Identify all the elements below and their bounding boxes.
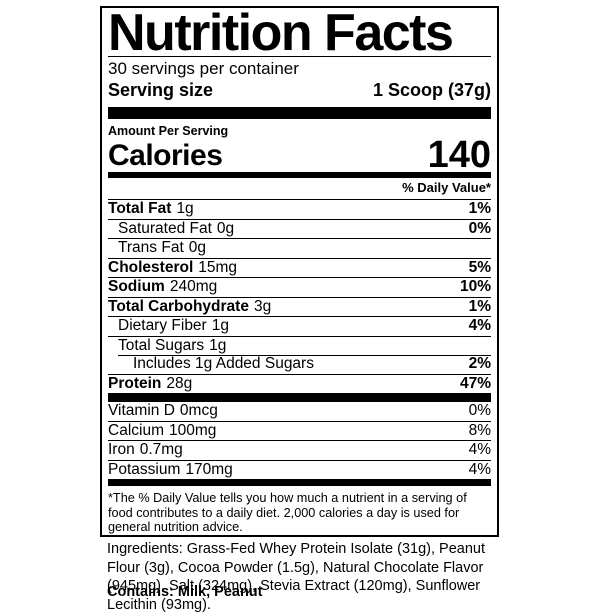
nutrient-row: Calcium 100mg 8% — [108, 420, 491, 441]
calories-divider — [108, 172, 491, 178]
serving-size-label: Serving size — [108, 80, 214, 100]
nutrient-amount: 28g — [166, 374, 193, 392]
nutrient-amount: 1g — [209, 336, 227, 354]
daily-value-footnote: *The % Daily Value tells you how much a … — [108, 491, 467, 535]
nutrient-daily-value: 1% — [468, 200, 491, 217]
nutrition-facts-label: Nutrition Facts 30 servings per containe… — [100, 6, 499, 537]
nutrient-amount: 1g — [176, 200, 194, 217]
calories-label: Calories — [108, 139, 223, 172]
nutrient-name: Saturated Fat — [118, 219, 212, 237]
thick-divider-protein — [108, 393, 491, 402]
nutrient-row: Cholesterol 15mg 5% — [108, 257, 491, 278]
nutrient-name: Protein — [108, 374, 162, 392]
nutrient-amount: 0g — [216, 219, 235, 237]
nutrient-amount: 3g — [253, 297, 272, 315]
ingredients-statement: Ingredients: Grass-Fed Whey Protein Isol… — [107, 541, 485, 613]
nutrient-daily-value: 0% — [468, 402, 491, 419]
nutrient-row: Includes 1g Added Sugars 2% — [108, 355, 491, 374]
nutrient-row: Total Carbohydrate 3g 1% — [108, 296, 491, 317]
nutrient-amount: 1g — [211, 317, 229, 334]
nutrient-amount: 100mg — [168, 421, 217, 439]
nutrient-amount: 240mg — [169, 278, 218, 295]
nutrient-amount: 0mcg — [179, 402, 218, 419]
nutrient-row: Protein 28g 47% — [108, 373, 491, 394]
nutrient-row: Saturated Fat 0g 0% — [108, 218, 491, 239]
nutrient-name: Trans Fat — [118, 239, 184, 256]
nutrient-name: Dietary Fiber — [118, 317, 207, 334]
nutrient-amount: 0g — [188, 239, 206, 256]
nutrient-name: Includes 1g Added Sugars — [133, 355, 314, 372]
serving-size-value: 1 Scoop (37g) — [372, 80, 491, 100]
nutrient-daily-value: 2% — [468, 355, 491, 372]
nutrient-daily-value: 47% — [459, 374, 491, 392]
nutrient-amount: 170mg — [185, 460, 233, 478]
nutrient-row: Potassium 170mg 4% — [108, 459, 491, 480]
nutrient-daily-value: 1% — [468, 297, 491, 315]
amount-per-serving-label: Amount Per Serving — [108, 124, 229, 138]
nutrient-row: Dietary Fiber 1g 4% — [108, 316, 491, 336]
label-title: Nutrition Facts — [108, 4, 454, 62]
nutrient-name: Total Fat — [108, 200, 172, 217]
nutrient-amount: 0.7mg — [139, 441, 183, 458]
nutrient-name: Vitamin D — [108, 402, 175, 419]
nutrient-row: Total Fat 1g 1% — [108, 199, 491, 219]
serving-size-row: Serving size 1 Scoop (37g) — [108, 80, 491, 107]
calories-row: Calories 140 — [108, 134, 491, 176]
nutrient-daily-value: 0% — [468, 219, 491, 237]
nutrient-amount: 15mg — [198, 258, 238, 276]
thick-divider-bottom — [108, 479, 491, 486]
nutrient-row: Iron 0.7mg 4% — [108, 440, 491, 460]
page: Nutrition Facts 30 servings per containe… — [100, 6, 499, 613]
nutrient-name: Iron — [108, 441, 135, 458]
nutrient-name: Calcium — [108, 421, 164, 439]
nutrient-daily-value: 5% — [468, 258, 491, 276]
nutrient-name: Total Sugars — [118, 336, 205, 354]
nutrient-daily-value: 10% — [459, 278, 491, 295]
nutrient-daily-value: 8% — [468, 421, 491, 439]
nutrient-name: Sodium — [108, 278, 165, 295]
title-divider — [108, 56, 491, 57]
vitamin-rows: Vitamin D 0mcg 0% Calcium 100mg 8% Iron … — [108, 402, 491, 479]
servings-per-container: 30 servings per container — [108, 59, 299, 78]
contains-statement: Contains: Milk, Peanut — [107, 584, 263, 600]
nutrient-rows: Total Fat 1g 1% Saturated Fat 0g 0% Tran… — [108, 199, 491, 393]
nutrient-daily-value: 4% — [468, 441, 491, 458]
nutrient-name: Total Carbohydrate — [108, 297, 249, 315]
calories-value: 140 — [427, 134, 491, 176]
nutrient-row: Total Sugars 1g — [108, 335, 491, 356]
daily-value-header: % Daily Value* — [402, 180, 491, 195]
nutrient-daily-value: 4% — [468, 317, 491, 334]
nutrient-row: Vitamin D 0mcg 0% — [108, 402, 491, 421]
nutrient-name: Potassium — [108, 460, 181, 478]
nutrient-name: Cholesterol — [108, 258, 194, 276]
nutrient-row: Sodium 240mg 10% — [108, 277, 491, 297]
nutrient-row: Trans Fat 0g — [108, 238, 491, 258]
nutrient-daily-value: 4% — [468, 460, 491, 478]
thick-divider-top — [108, 107, 491, 119]
